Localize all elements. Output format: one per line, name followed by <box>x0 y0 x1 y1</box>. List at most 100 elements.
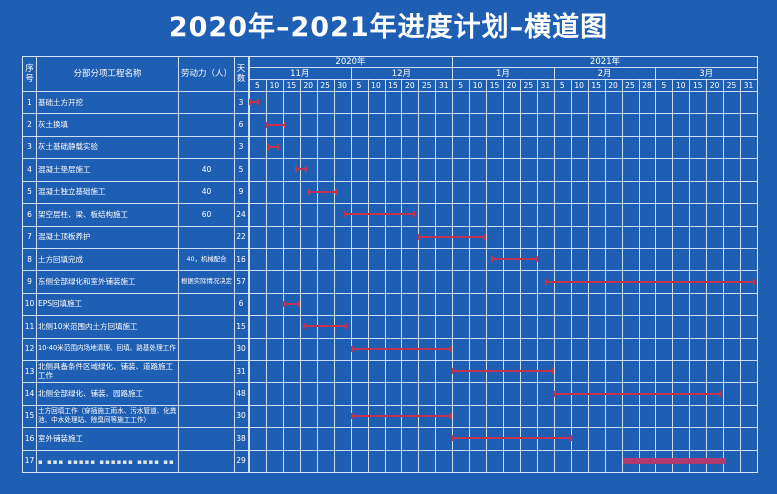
grid-hline-row <box>23 203 757 205</box>
task-name: 混凝土顶板养护 <box>38 232 91 242</box>
task-labor <box>179 226 234 248</box>
task-bar <box>452 435 573 442</box>
grid-vline-fixed <box>36 57 37 472</box>
day-tick-label: 5 <box>559 80 565 90</box>
task-number: 11 <box>24 321 35 331</box>
grid-vline-fixed <box>249 57 250 472</box>
grid-vline-day <box>350 67 352 472</box>
day-tick-label: 20 <box>405 80 415 90</box>
header-days-1: 天 <box>236 64 246 74</box>
task-bar <box>282 300 300 307</box>
grid-vline-day <box>536 79 538 472</box>
task-days: 29 <box>236 456 246 466</box>
task-name: 灰土换填 <box>38 120 68 130</box>
year-2021: 2021年 <box>589 57 621 67</box>
task-days: 16 <box>236 254 246 264</box>
grid-vline-day <box>706 79 708 472</box>
task-labor: 40 <box>201 164 212 174</box>
grid-vline-day <box>723 79 725 472</box>
task-days: 15 <box>236 321 246 331</box>
task-days: 3 <box>238 97 244 107</box>
task-labor <box>179 293 234 315</box>
task-days: 9 <box>238 187 244 197</box>
task-bar <box>418 233 486 240</box>
day-tick-label: 25 <box>523 80 534 90</box>
task-name: 土方回填完成 <box>38 254 83 264</box>
task-days: 38 <box>236 433 246 443</box>
grid-vline-day <box>401 79 403 472</box>
grid-hline-row <box>23 315 757 317</box>
task-bar <box>491 256 539 263</box>
day-tick-label: 20 <box>709 80 720 90</box>
day-tick-label: 31 <box>438 80 449 90</box>
day-tick-label: 20 <box>506 80 517 90</box>
grid-vline-day <box>519 79 521 472</box>
grid-hline-row <box>23 247 757 249</box>
day-tick-label: 5 <box>255 80 260 90</box>
task-labor <box>179 113 234 135</box>
task-number: 5 <box>27 187 32 197</box>
task-days: 6 <box>238 120 244 130</box>
grid-vline-day <box>333 79 335 472</box>
task-labor <box>179 315 234 337</box>
grid-vline-day <box>587 79 589 472</box>
grid-hline-row <box>23 449 757 451</box>
task-labor <box>179 136 234 158</box>
task-name: EPS回填施工 <box>38 299 83 309</box>
task-name: 土方回填工作（穿插施工雨水、污水管道、化粪池、中水处理站、除臭间等施工工作） <box>38 406 177 424</box>
day-tick-label: 25 <box>320 80 330 90</box>
month-label: 2月 <box>597 68 612 79</box>
year-2020: 2020年 <box>335 57 366 67</box>
task-name: 基础土方开挖 <box>38 97 83 107</box>
task-days: 24 <box>236 209 246 219</box>
day-tick-label: 25 <box>421 80 432 90</box>
task-days: 30 <box>236 411 246 421</box>
grid-hline-row <box>23 404 757 406</box>
day-tick-label: 10 <box>269 80 280 90</box>
day-tick-label: 25 <box>726 80 737 90</box>
grid-vline-day <box>452 57 454 472</box>
task-name: 东侧全部绿化和室外铺装施工 <box>38 276 136 286</box>
grid-vline-day <box>367 79 369 472</box>
header-labor: 劳动力（人） <box>180 69 232 79</box>
day-tick-label: 5 <box>356 80 362 90</box>
grid-hline-row <box>23 292 757 294</box>
day-tick-label: 15 <box>591 80 601 90</box>
day-tick-label: 15 <box>286 80 297 90</box>
task-name: 混凝土垫层施工 <box>38 164 91 174</box>
task-bar <box>623 457 727 464</box>
day-tick-label: 15 <box>692 80 703 90</box>
task-name: 北侧10米范围内土方回填施工 <box>38 321 138 331</box>
task-number: 9 <box>27 276 32 286</box>
grid-vline-fixed <box>178 57 179 472</box>
task-days: 5 <box>238 164 244 174</box>
day-tick-label: 28 <box>642 80 652 90</box>
day-tick-label: 5 <box>458 80 464 90</box>
grid-vline-day <box>638 79 640 472</box>
task-number: 2 <box>27 120 32 130</box>
task-number: 4 <box>27 164 32 174</box>
day-tick-label: 5 <box>661 80 667 90</box>
task-bar <box>265 121 287 128</box>
task-labor <box>179 405 234 427</box>
grid-vline-fixed <box>248 57 249 472</box>
task-days: 6 <box>238 299 244 309</box>
day-tick-label: 10 <box>675 80 686 90</box>
task-labor <box>179 427 234 449</box>
header-seq-1: 序 <box>25 64 34 74</box>
month-label: 1月 <box>496 68 510 79</box>
task-number: 15 <box>24 411 35 421</box>
day-tick-label: 30 <box>337 80 347 90</box>
header-seq-2: 号 <box>25 74 34 84</box>
task-bar <box>553 390 722 397</box>
task-bar <box>303 323 348 330</box>
task-name: 北侧具备条件区域绿化、铺装、道路施工工作 <box>38 362 173 381</box>
month-label: 3月 <box>699 68 714 79</box>
grid-vline-fixed <box>234 57 235 472</box>
day-tick-label: 10 <box>574 80 584 90</box>
task-labor <box>179 382 234 404</box>
grid-vline-day <box>299 79 301 472</box>
task-number: 14 <box>24 389 35 399</box>
grid-vline-day <box>435 79 437 472</box>
task-number: 13 <box>24 366 35 376</box>
